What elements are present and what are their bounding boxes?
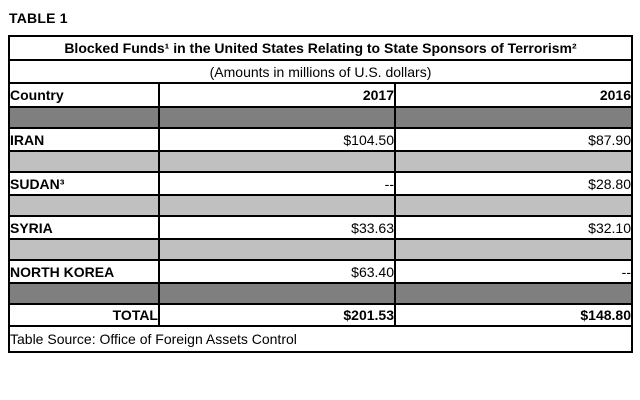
separator-cell — [8, 282, 160, 305]
table-row-sudan: SUDAN³ -- $28.80 — [8, 171, 633, 196]
value-2016-cell: $28.80 — [394, 171, 633, 196]
total-2016-cell: $148.80 — [394, 303, 633, 327]
value-2017-cell: $33.63 — [158, 215, 396, 240]
country-cell: NORTH KOREA — [8, 259, 160, 284]
separator-cell — [158, 106, 396, 129]
table-title-row: Blocked Funds¹ in the United States Rela… — [8, 35, 633, 61]
column-header-row: Country 2017 2016 — [8, 82, 633, 108]
separator-cell — [8, 150, 160, 173]
separator-cell — [158, 238, 396, 261]
country-cell: SUDAN³ — [8, 171, 160, 196]
separator-row-light — [8, 150, 633, 173]
separator-row-light — [8, 194, 633, 217]
report-page: TABLE 1 Blocked Funds¹ in the United Sta… — [8, 10, 633, 353]
value-2017-cell: $63.40 — [158, 259, 396, 284]
separator-cell — [158, 282, 396, 305]
col-header-country: Country — [8, 82, 160, 108]
table-row-iran: IRAN $104.50 $87.90 — [8, 127, 633, 152]
separator-row-light — [8, 238, 633, 261]
total-2017-cell: $201.53 — [158, 303, 396, 327]
value-2016-cell: -- — [394, 259, 633, 284]
separator-row-dark — [8, 282, 633, 305]
total-label: TOTAL — [8, 303, 160, 327]
table-title: Blocked Funds¹ in the United States Rela… — [8, 35, 633, 61]
table-source: Table Source: Office of Foreign Assets C… — [8, 325, 633, 353]
separator-cell — [8, 194, 160, 217]
separator-row-dark — [8, 106, 633, 129]
separator-cell — [8, 106, 160, 129]
country-cell: IRAN — [8, 127, 160, 152]
table-subtitle: (Amounts in millions of U.S. dollars) — [8, 59, 633, 84]
table-source-row: Table Source: Office of Foreign Assets C… — [8, 325, 633, 353]
value-2017-cell: $104.50 — [158, 127, 396, 152]
value-2017-cell: -- — [158, 171, 396, 196]
total-row: TOTAL $201.53 $148.80 — [8, 303, 633, 327]
separator-cell — [158, 194, 396, 217]
value-2016-cell: $32.10 — [394, 215, 633, 240]
country-cell: SYRIA — [8, 215, 160, 240]
separator-cell — [394, 238, 633, 261]
blocked-funds-table: Blocked Funds¹ in the United States Rela… — [8, 35, 633, 353]
col-header-2017: 2017 — [158, 82, 396, 108]
separator-cell — [394, 282, 633, 305]
table-row-north-korea: NORTH KOREA $63.40 -- — [8, 259, 633, 284]
separator-cell — [394, 106, 633, 129]
value-2016-cell: $87.90 — [394, 127, 633, 152]
separator-cell — [394, 194, 633, 217]
table-subtitle-row: (Amounts in millions of U.S. dollars) — [8, 59, 633, 84]
table-row-syria: SYRIA $33.63 $32.10 — [8, 215, 633, 240]
separator-cell — [158, 150, 396, 173]
separator-cell — [394, 150, 633, 173]
table-number-label: TABLE 1 — [9, 10, 68, 26]
col-header-2016: 2016 — [394, 82, 633, 108]
separator-cell — [8, 238, 160, 261]
